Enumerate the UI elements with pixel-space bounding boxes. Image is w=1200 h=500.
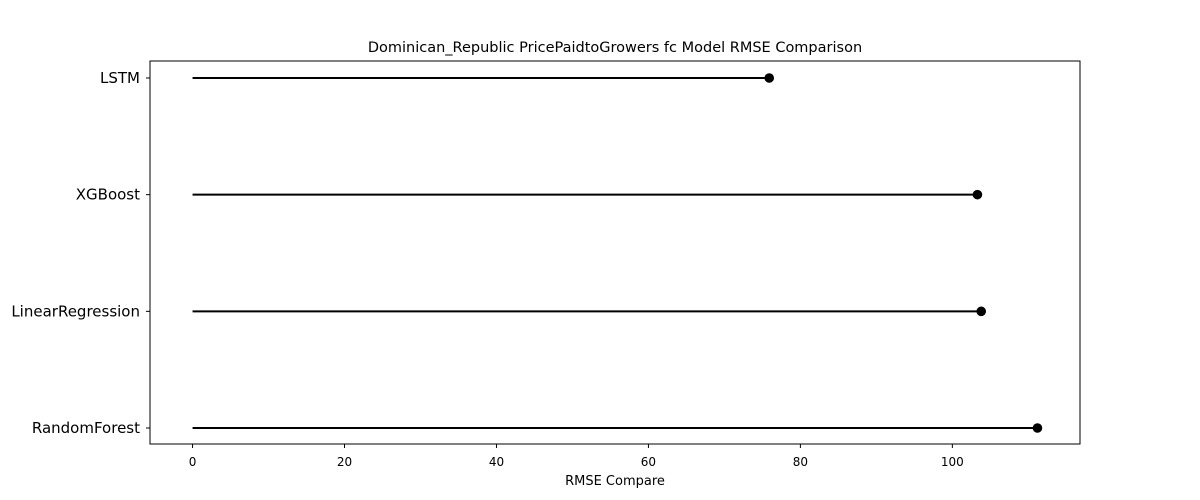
chart-title: Dominican_Republic PricePaidtoGrowers fc… [368,40,862,56]
x-axis-ticks: 0 20 40 60 80 100 [189,444,964,469]
x-tick-label: 40 [489,455,504,469]
y-axis-ticks: LSTM XGBoost LinearRegression RandomForest [11,69,150,437]
y-tick-label: LinearRegression [11,302,140,320]
x-axis-label: RMSE Compare [565,474,665,489]
x-tick-label: 20 [337,455,352,469]
y-tick-label: XGBoost [76,186,140,204]
x-tick-label: 80 [793,455,808,469]
lollipop-marker [972,189,983,200]
lollipop-marker [976,306,987,317]
x-tick-label: 60 [641,455,656,469]
lollipop-markers [764,73,1043,433]
y-tick-label: RandomForest [32,419,140,437]
plot-area-frame [149,60,1081,445]
lollipop-marker [1032,423,1043,433]
x-tick-label: 0 [189,455,197,469]
x-tick-label: 100 [941,455,964,469]
y-tick-label: LSTM [100,69,140,87]
lollipop-marker [764,73,775,83]
lollipop-stems [192,77,1038,429]
